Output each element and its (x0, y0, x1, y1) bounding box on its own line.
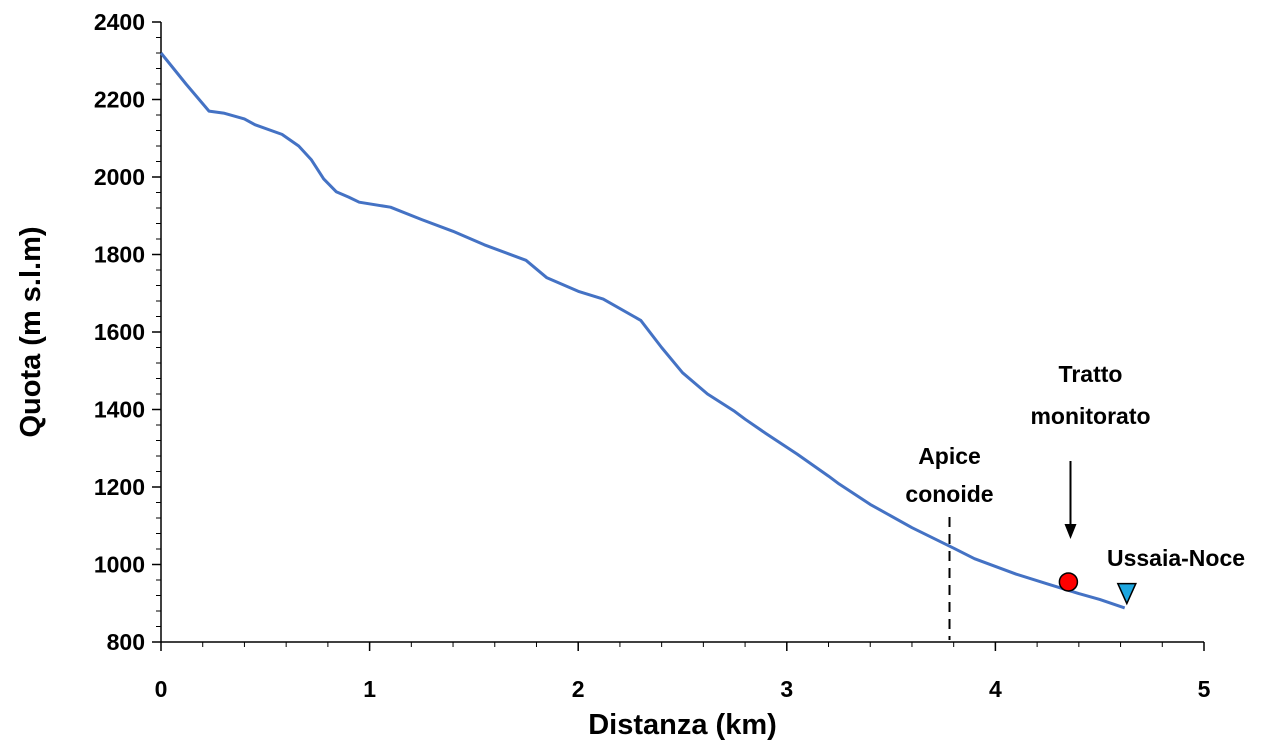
y-tick-label: 2200 (94, 87, 145, 113)
apice-label-line2: conoide (905, 481, 993, 507)
y-tick-labels: 800 1000 1200 1400 1600 1800 2000 2200 2400 (94, 9, 145, 655)
y-tick-label: 2400 (94, 9, 145, 35)
x-tick-label: 4 (989, 676, 1002, 702)
x-axis-title: Distanza (km) (588, 709, 777, 741)
y-tick-label: 800 (107, 629, 145, 655)
series-line-profile (159, 52, 1126, 610)
y-tick-label: 1200 (94, 474, 145, 500)
x-tick-label: 3 (780, 676, 793, 702)
station-label: Ussaia-Noce (1107, 545, 1245, 571)
x-tick-label: 5 (1198, 676, 1211, 702)
tratto-label-line1: Tratto (1059, 361, 1123, 387)
tratto-label-line2: monitorato (1030, 403, 1150, 429)
y-axis-ticks (152, 21, 161, 643)
y-tick-label: 1800 (94, 242, 145, 268)
tratto-monitorato-marker (1058, 572, 1079, 592)
y-tick-label: 1000 (94, 552, 145, 578)
y-axis-title: Quota (m s.l.m) (15, 226, 47, 437)
apice-label-line1: Apice (918, 443, 981, 469)
x-tick-label: 1 (363, 676, 376, 702)
x-axis-ticks (160, 642, 1205, 651)
tratto-arrowhead (1064, 524, 1077, 539)
y-tick-label: 2000 (94, 164, 145, 190)
x-tick-label: 2 (572, 676, 585, 702)
station-triangle-marker (1116, 582, 1137, 606)
x-tick-label: 0 (155, 676, 168, 702)
y-tick-label: 1400 (94, 397, 145, 423)
x-tick-labels: 0 1 2 3 4 5 (155, 676, 1211, 702)
y-tick-label: 1600 (94, 319, 145, 345)
